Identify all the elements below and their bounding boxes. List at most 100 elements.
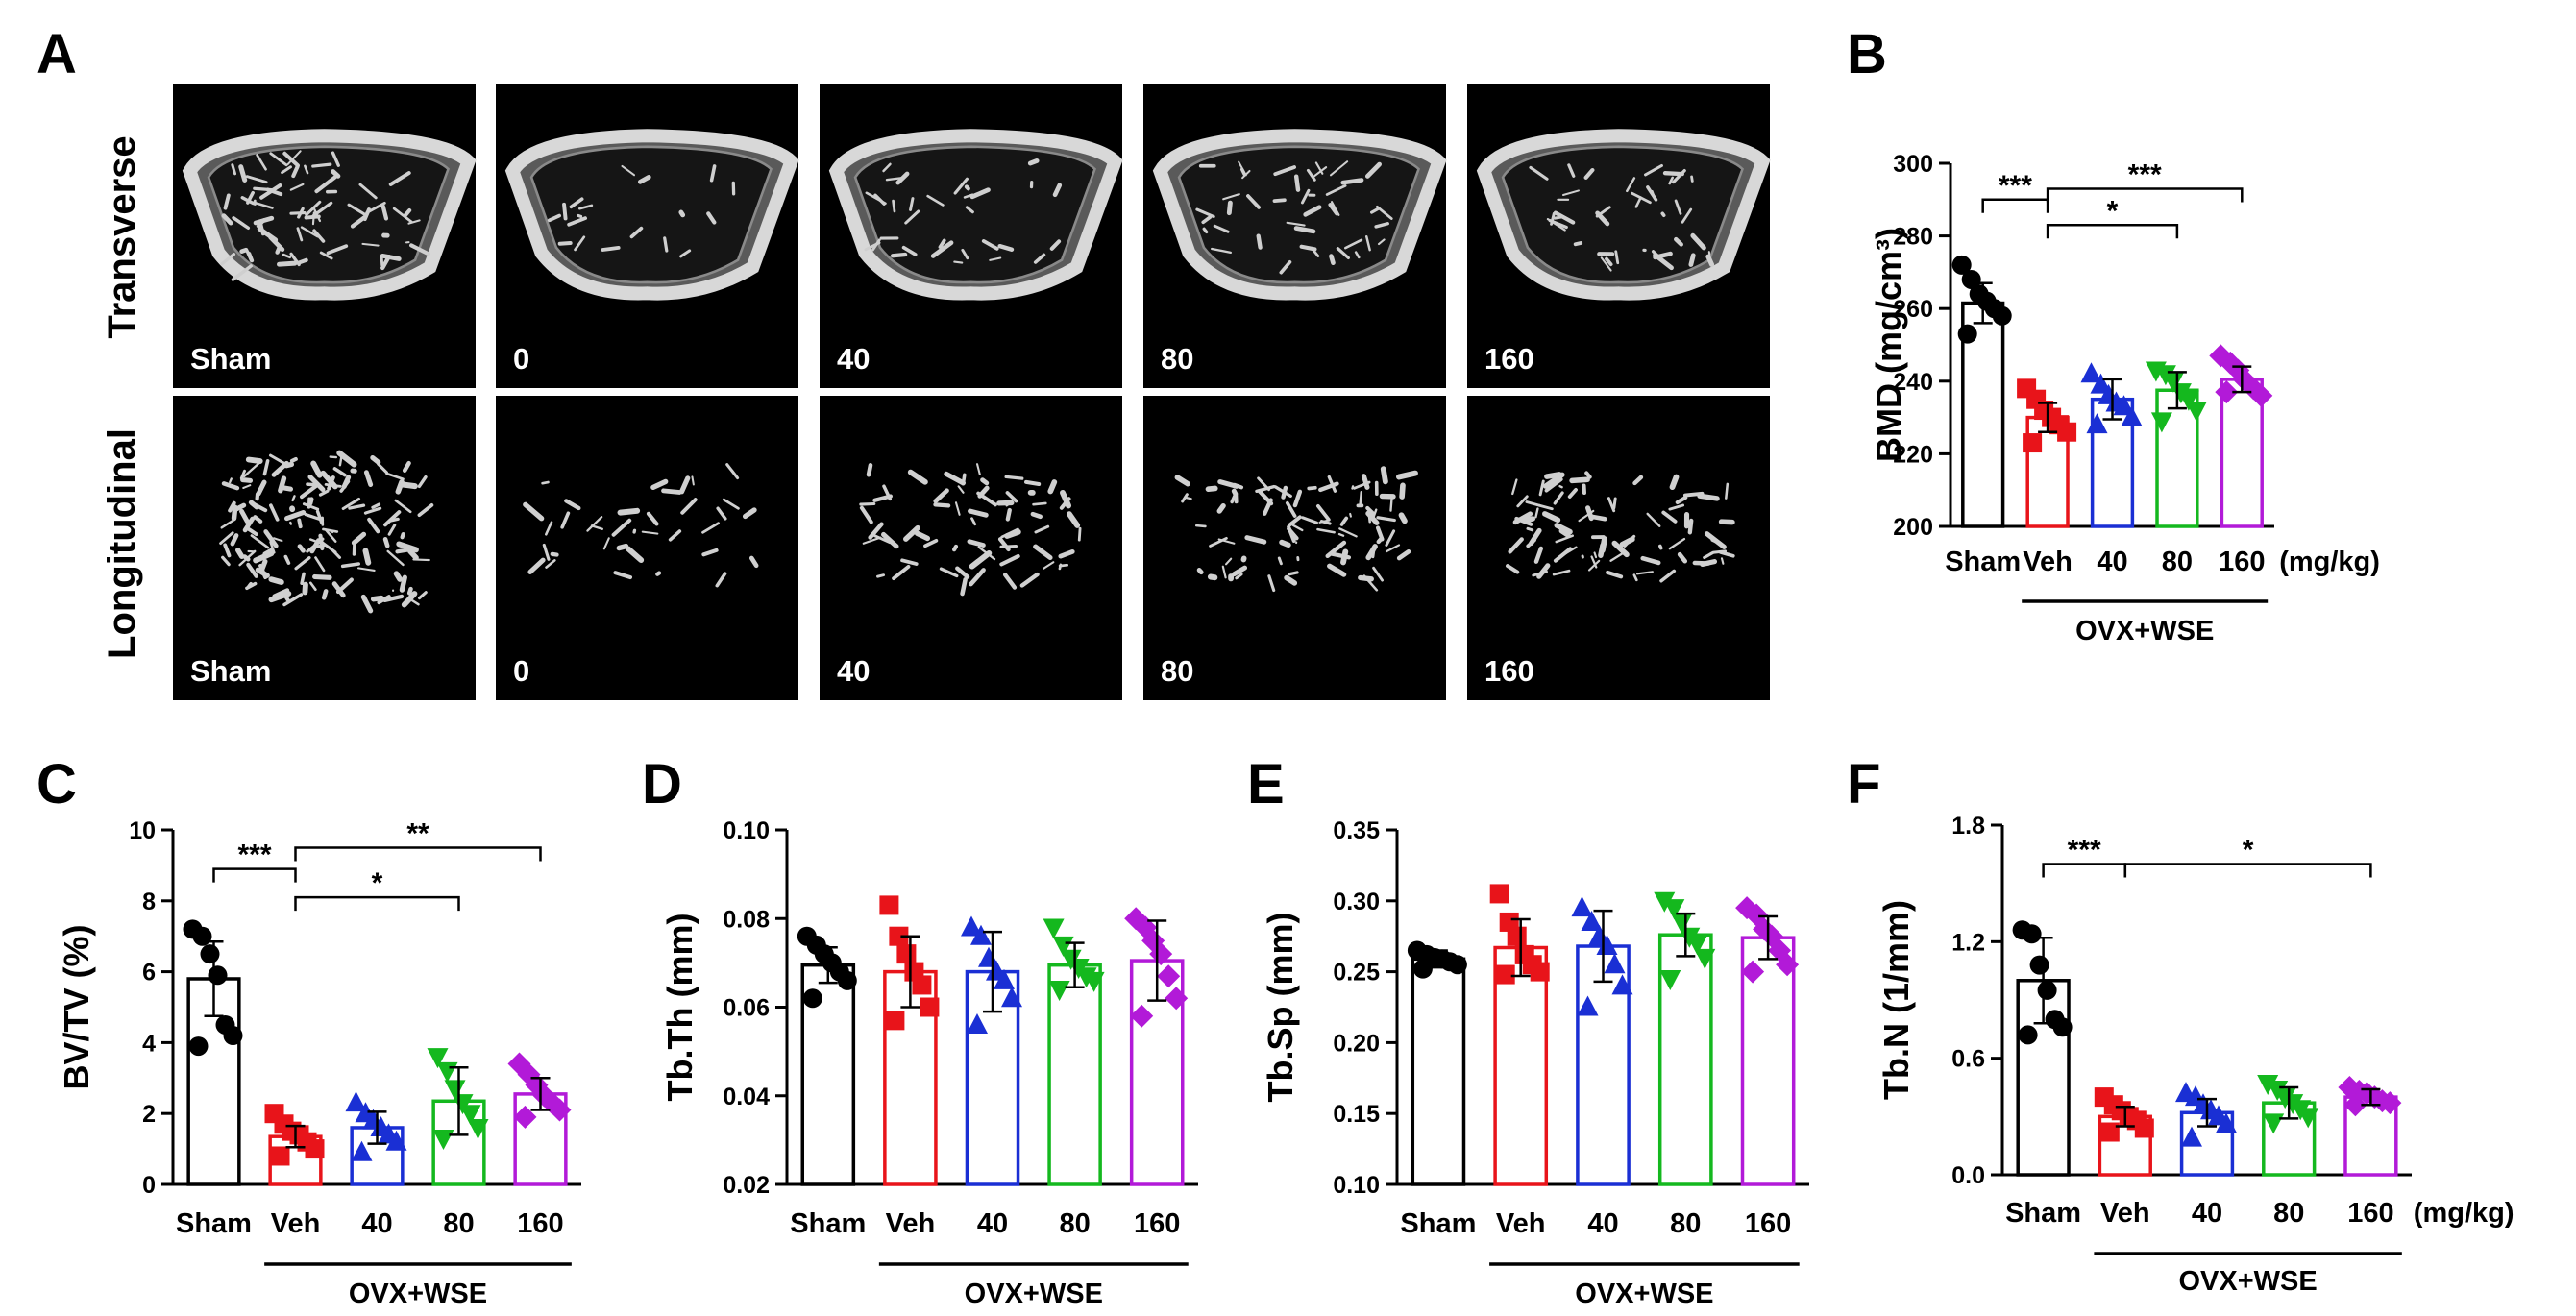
- data-point: [2113, 395, 2135, 416]
- data-point: [1659, 969, 1681, 990]
- category-label: Veh: [886, 1208, 936, 1239]
- data-point: [1741, 960, 1765, 984]
- microct-image-transverse-1: 0: [496, 84, 799, 388]
- category-label: 80: [2162, 547, 2193, 577]
- row-label-transverse: Transverse: [101, 135, 143, 338]
- data-point: [837, 970, 857, 990]
- data-point: [2023, 433, 2043, 453]
- significance-bracket: **: [294, 817, 542, 862]
- significance-label: *: [2243, 834, 2254, 865]
- data-point: [2263, 1113, 2285, 1134]
- data-point: [1992, 305, 2012, 326]
- category-label: 80: [1670, 1208, 1701, 1239]
- data-point: [2018, 1025, 2038, 1045]
- chart-e: E 0.10 0.15 0.20 0.25 0.30 0.35 Tb.Sp (mm) Sham V…: [1247, 753, 1809, 1309]
- data-point: [1694, 948, 1716, 969]
- data-point: [1489, 884, 1509, 904]
- y-axis-label: BV/TV (%): [57, 924, 96, 1089]
- significance-bracket: *: [2123, 834, 2372, 878]
- y-tick-label: 6: [142, 960, 156, 987]
- category-label: Veh: [2023, 547, 2073, 577]
- image-label: 160: [1484, 654, 1534, 688]
- microct-image-longitudinal-1: 0: [496, 396, 798, 700]
- data-point: [802, 988, 822, 1009]
- y-tick-label: 240: [1893, 369, 1933, 396]
- category-label: 160: [2347, 1198, 2393, 1229]
- data-point: [1571, 896, 1593, 917]
- data-point: [2037, 980, 2057, 1000]
- panel-a-microct: A Transverse Longitudinal Sham Sham 0 0 40 40…: [37, 23, 1771, 700]
- data-point: [2343, 1093, 2367, 1117]
- unit-label: (mg/kg): [2414, 1198, 2515, 1229]
- data-point: [2057, 422, 2077, 442]
- data-point: [436, 1061, 458, 1083]
- image-label: 160: [1484, 342, 1534, 376]
- category-label: Veh: [271, 1208, 321, 1239]
- data-point: [896, 944, 917, 964]
- y-tick-label: 0.08: [723, 906, 770, 933]
- category-label: 40: [2192, 1198, 2222, 1229]
- category-label: 80: [1059, 1208, 1090, 1239]
- significance-bracket: ***: [2046, 158, 2244, 203]
- image-label: 0: [513, 342, 529, 376]
- image-label: 80: [1161, 342, 1193, 376]
- bar-80: [1047, 963, 1102, 1186]
- y-tick-label: 4: [142, 1030, 156, 1057]
- data-point: [2249, 383, 2273, 407]
- data-point: [885, 1011, 905, 1031]
- data-point: [452, 1094, 474, 1115]
- data-point: [978, 946, 999, 967]
- microct-image-longitudinal-2: 40: [820, 396, 1122, 700]
- significance-label: ***: [2128, 158, 2162, 190]
- microct-image-longitudinal-3: 80: [1143, 396, 1446, 700]
- data-point: [351, 1140, 373, 1161]
- bar-sham: [1411, 957, 1466, 1186]
- y-tick-label: 1.8: [1951, 813, 1985, 840]
- y-tick-label: 0.25: [1333, 960, 1380, 987]
- panel-letter-b: B: [1847, 23, 1887, 85]
- y-axis-label: BMD (mg/cm³): [1869, 228, 1908, 462]
- data-point: [1412, 959, 1433, 979]
- category-label: 40: [977, 1208, 1008, 1239]
- data-point: [1951, 255, 1972, 275]
- data-point: [1048, 981, 1070, 1002]
- category-label: 80: [2273, 1198, 2304, 1229]
- y-tick-label: 0.04: [723, 1084, 770, 1110]
- y-tick-label: 0.20: [1333, 1030, 1380, 1057]
- y-axis-label: Tb.N (1/mm): [1877, 900, 1916, 1100]
- data-point: [2297, 1108, 2319, 1129]
- data-point: [1663, 899, 1685, 920]
- image-label: 40: [837, 654, 870, 688]
- data-point: [1776, 953, 1800, 977]
- data-point: [208, 965, 228, 986]
- data-point: [1957, 324, 1977, 344]
- data-point: [200, 944, 220, 964]
- significance-bracket: ***: [2042, 834, 2127, 878]
- data-point: [1577, 995, 1599, 1016]
- data-point: [2215, 380, 2239, 404]
- data-point: [1530, 962, 1550, 982]
- data-point: [1001, 987, 1022, 1008]
- category-label: 160: [517, 1208, 563, 1239]
- y-tick-label: 0.10: [1333, 1172, 1380, 1199]
- data-point: [548, 1098, 572, 1122]
- data-point: [1611, 974, 1633, 995]
- data-point: [961, 915, 982, 937]
- data-point: [879, 895, 899, 915]
- data-point: [1686, 935, 1708, 956]
- data-point: [1149, 942, 1173, 966]
- significance-bracket: ***: [212, 840, 297, 883]
- y-tick-label: 1.2: [1951, 929, 1985, 956]
- y-tick-label: 8: [142, 889, 156, 915]
- panel-letter-a: A: [37, 23, 77, 85]
- microct-image-longitudinal-0: Sham: [173, 396, 476, 700]
- y-tick-label: 0: [142, 1172, 156, 1199]
- data-point: [1165, 987, 1189, 1011]
- microct-image-transverse-3: 80: [1143, 84, 1447, 388]
- data-point: [2080, 362, 2102, 383]
- data-point: [1596, 935, 1618, 956]
- data-point: [2181, 1126, 2202, 1147]
- data-point: [912, 975, 932, 995]
- data-point: [1654, 891, 1676, 913]
- image-label: Sham: [190, 654, 271, 688]
